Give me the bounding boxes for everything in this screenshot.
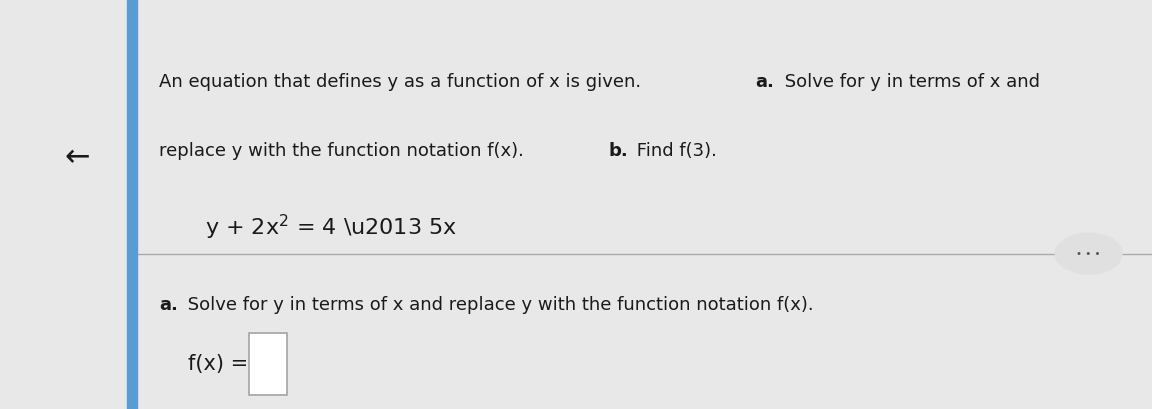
Text: $\leftarrow$: $\leftarrow$ xyxy=(59,141,91,170)
Text: An equation that defines y as a function of x is given.: An equation that defines y as a function… xyxy=(159,73,659,91)
Ellipse shape xyxy=(1055,233,1122,274)
Text: y + 2x$^2$ = 4 \u2013 5x: y + 2x$^2$ = 4 \u2013 5x xyxy=(205,212,457,242)
Text: Find f(3).: Find f(3). xyxy=(631,142,718,160)
Text: replace y with the function notation f(x).: replace y with the function notation f(x… xyxy=(159,142,541,160)
Text: f(x) =: f(x) = xyxy=(188,354,255,374)
Text: Solve for y in terms of x and replace y with the function notation f(x).: Solve for y in terms of x and replace y … xyxy=(182,296,813,314)
Text: a.: a. xyxy=(756,73,774,91)
Text: • • •: • • • xyxy=(1076,249,1101,258)
Text: Solve for y in terms of x and: Solve for y in terms of x and xyxy=(779,73,1040,91)
Text: a.: a. xyxy=(159,296,177,314)
Bar xyxy=(127,0,137,409)
Text: b.: b. xyxy=(608,142,628,160)
FancyBboxPatch shape xyxy=(249,333,287,395)
